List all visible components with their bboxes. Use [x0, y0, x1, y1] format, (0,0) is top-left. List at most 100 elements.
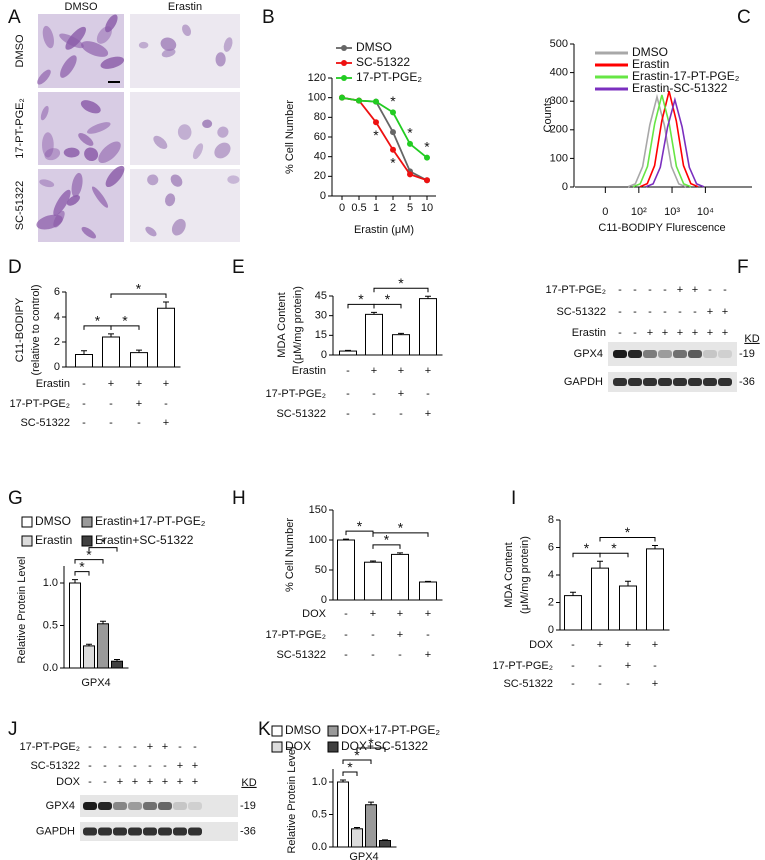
significance-bracket	[599, 552, 629, 558]
row-label: 17-PT-PGE₂	[14, 98, 26, 159]
treatment-sign: -	[133, 741, 137, 753]
condition-sign: -	[82, 398, 86, 410]
legend-label: Erastin	[35, 533, 72, 547]
legend-swatch	[21, 535, 33, 547]
significance-label: *	[384, 532, 390, 548]
legend-label: DOX+17-PT-PGE₂	[341, 723, 440, 737]
treatment-sign: +	[692, 327, 698, 339]
x-axis-label: C11-BODIPY Flurescence	[598, 222, 725, 234]
treatment-sign: +	[677, 284, 683, 296]
marker-unit: KD	[241, 777, 256, 789]
cell	[214, 142, 231, 159]
condition-sign: -	[399, 408, 403, 420]
error-bar	[345, 349, 351, 352]
blot-label: GPX4	[574, 348, 603, 360]
band	[173, 802, 187, 810]
x-tick-label: 0.5	[351, 202, 366, 214]
significance-label: *	[122, 313, 128, 329]
treatment-sign: -	[88, 741, 92, 753]
condition-sign: -	[626, 678, 630, 690]
cell	[161, 48, 176, 58]
y-tick-label: 0	[320, 190, 326, 202]
band	[643, 350, 657, 358]
bar	[365, 313, 383, 356]
y-axis-label: Relative Protein Level	[286, 746, 298, 853]
y-tick-label: 8	[548, 514, 554, 526]
y-tick-label: 0.0	[312, 841, 327, 853]
legend-label: Erastin	[632, 57, 669, 71]
significance-label: *	[398, 520, 404, 536]
condition-sign: +	[397, 629, 403, 641]
error-bar	[398, 332, 404, 335]
legend-label: SC-51322	[356, 55, 410, 69]
cell	[170, 174, 183, 187]
x-tick-label: 10³	[664, 206, 680, 218]
y-tick-label: 400	[550, 67, 568, 79]
x-tick-label: 10²	[631, 206, 647, 218]
band	[628, 350, 642, 358]
y-axis-label: (relative to control)	[30, 284, 42, 375]
treatment-sign: -	[618, 284, 622, 296]
treatment-sign: +	[177, 760, 183, 772]
band	[158, 827, 172, 836]
legend-label: DMSO	[632, 45, 668, 59]
condition-sign: -	[82, 378, 86, 390]
band	[158, 802, 172, 810]
treatment-sign: -	[178, 741, 182, 753]
significance-bracket	[373, 287, 429, 293]
cell	[182, 24, 192, 37]
treatment-sign: +	[707, 306, 713, 318]
blot-marker: -36	[240, 825, 256, 837]
condition-label: Erastin	[36, 378, 70, 390]
significance-bracket	[110, 325, 140, 330]
bar	[130, 352, 148, 368]
point	[390, 146, 396, 153]
treatment-sign: -	[133, 760, 137, 772]
treatment-sign: +	[192, 776, 198, 788]
cell	[78, 133, 94, 146]
panel-label: D	[8, 257, 22, 278]
treatment-sign: +	[662, 327, 668, 339]
cell	[66, 195, 80, 206]
condition-sign: +	[597, 639, 603, 651]
condition-sign: -	[109, 417, 113, 429]
significance-label: *	[100, 534, 106, 550]
y-tick-label: 0	[562, 181, 568, 193]
point	[356, 97, 362, 104]
bar	[564, 595, 582, 631]
panel-label: E	[232, 257, 245, 278]
treatment-sign: -	[103, 776, 107, 788]
blot-label: GPX4	[46, 800, 75, 812]
condition-sign: -	[346, 408, 350, 420]
condition-sign: -	[372, 388, 376, 400]
significance-label: *	[79, 558, 85, 574]
band	[128, 802, 142, 810]
legend-marker	[341, 60, 347, 66]
condition-sign: -	[137, 417, 141, 429]
column-label: DMSO	[65, 1, 98, 13]
point	[390, 109, 396, 116]
condition-sign: -	[571, 639, 575, 651]
significance-label: *	[584, 540, 590, 556]
condition-sign: +	[370, 608, 376, 620]
cell	[40, 105, 49, 121]
cell	[53, 189, 71, 216]
blot-label: GAPDH	[36, 825, 75, 837]
condition-sign: -	[426, 388, 430, 400]
marker-unit: KD	[744, 333, 759, 345]
error-bar	[136, 349, 142, 353]
treatment-sign: -	[118, 760, 122, 772]
treatment-sign: +	[722, 327, 728, 339]
cell	[177, 124, 192, 140]
significance-label: *	[86, 546, 92, 562]
legend-label: 17-PT-PGE₂	[356, 70, 422, 84]
error-bar	[625, 580, 631, 586]
panel-label: B	[262, 7, 275, 28]
cell	[160, 37, 177, 51]
bar	[75, 354, 93, 368]
band	[613, 378, 627, 386]
treatment-label: 17-PT-PGE₂	[19, 741, 80, 753]
treatment-sign: +	[692, 284, 698, 296]
bar	[83, 645, 95, 669]
error-bar	[425, 580, 431, 582]
